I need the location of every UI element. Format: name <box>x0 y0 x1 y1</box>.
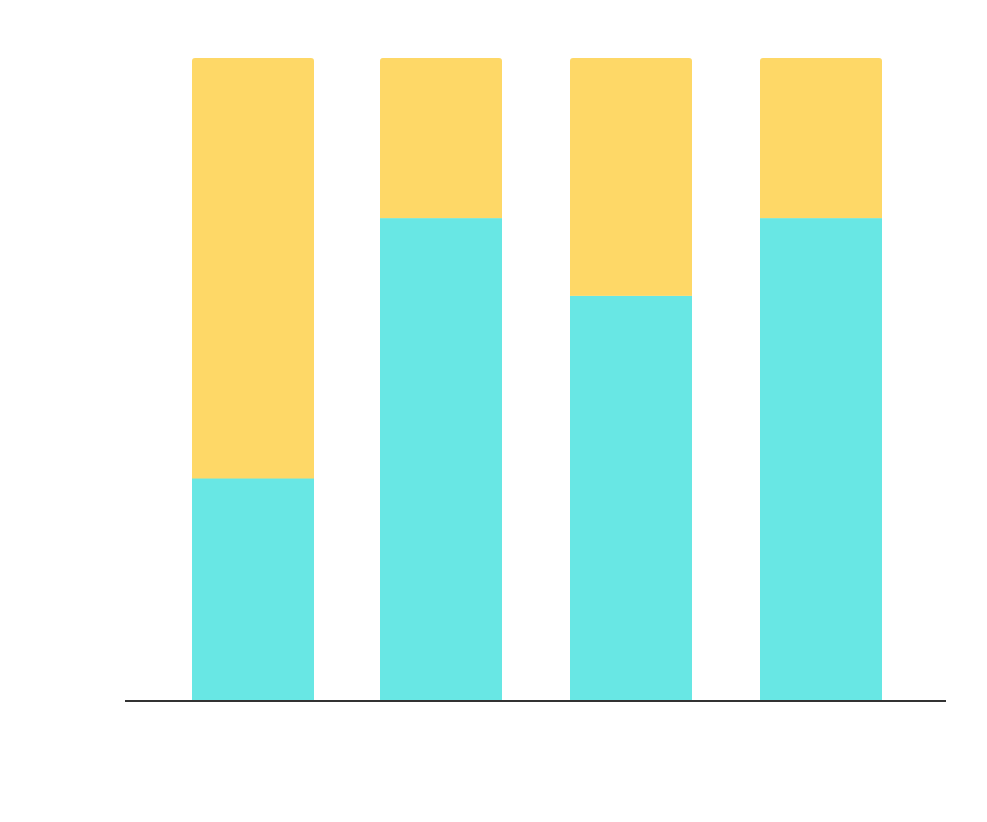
bar-segment-4-series-1 <box>760 218 882 701</box>
bar-segment-2-series-2 <box>380 58 502 219</box>
bar-segment-2-series-1 <box>380 218 502 701</box>
bar-segment-1-series-1 <box>192 478 314 701</box>
bars-layer <box>192 58 882 701</box>
bar-segment-4-series-2 <box>760 58 882 219</box>
bar-segment-3-series-1 <box>570 295 692 701</box>
bar-segment-3-series-2 <box>570 58 692 296</box>
bar-group-2 <box>380 58 502 701</box>
bar-group-1 <box>192 58 314 701</box>
bar-segment-1-series-2 <box>192 58 314 479</box>
bar-group-4 <box>760 58 882 701</box>
bar-group-3 <box>570 58 692 701</box>
